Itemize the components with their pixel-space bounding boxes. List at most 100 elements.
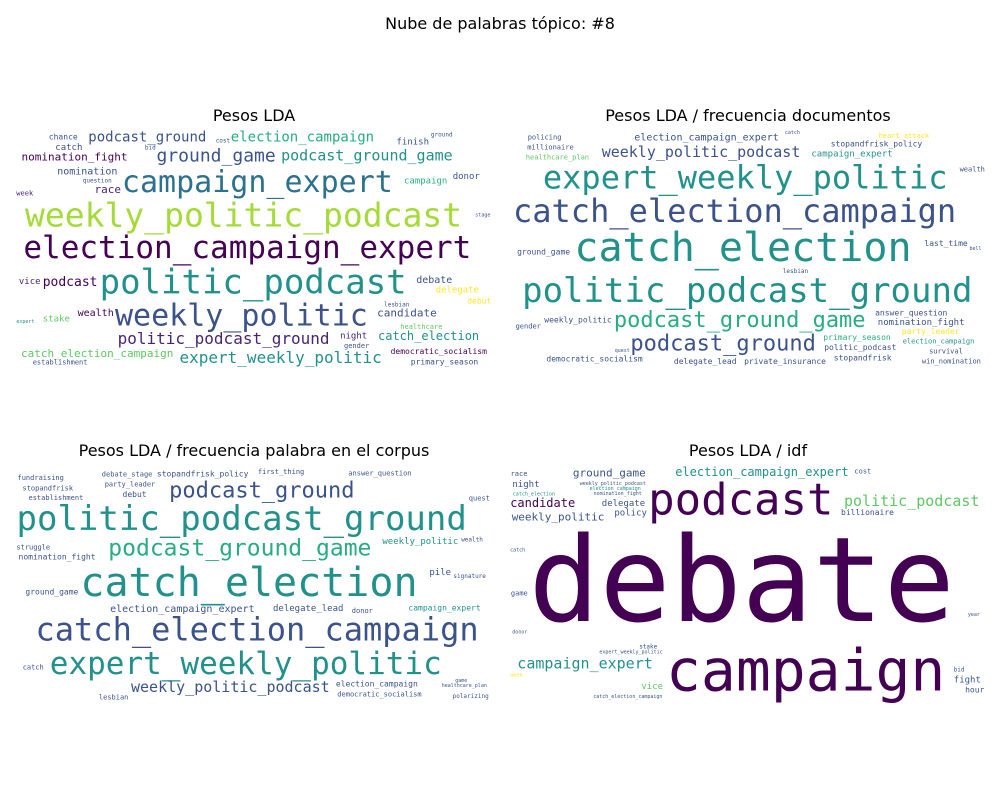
- cloud-word: first_thing: [258, 468, 304, 476]
- cloud-word: game: [511, 589, 528, 597]
- cloud-word: donor: [352, 607, 373, 615]
- cloud-word: ground_game: [573, 466, 646, 479]
- cloud-word: catch_election_campaign: [593, 694, 662, 700]
- cloud-word: vice: [19, 277, 41, 287]
- cloud-word: lesbian: [783, 268, 809, 275]
- cloud-word: debate: [416, 275, 452, 286]
- cloud-word: catch_election_campaign: [513, 192, 956, 230]
- cloud-word: democratic_socialism: [337, 691, 421, 699]
- cloud-word: weekly_politic: [544, 315, 612, 324]
- cloud-word: campaign_expert: [811, 149, 892, 159]
- cloud-word: nomination: [57, 167, 117, 178]
- cloud-word: hour: [965, 685, 984, 694]
- panel-title-4: Pesos LDA / idf: [688, 441, 808, 460]
- cloud-word: cost: [854, 467, 871, 475]
- cloud-word: healthcare: [400, 323, 442, 331]
- figure-suptitle: Nube de palabras tópico: #8: [385, 14, 615, 33]
- panel-title-2: Pesos LDA / frecuencia documentos: [605, 106, 891, 125]
- cloud-word: bid: [145, 144, 156, 151]
- cloud-word: win_nomination: [922, 358, 981, 366]
- cloud-word: catch: [23, 664, 44, 672]
- cloud-word: campaign: [666, 637, 945, 704]
- cloud-word: bell: [970, 246, 982, 252]
- cloud-word: donor: [512, 629, 527, 635]
- cloud-word: weekly_politic: [512, 510, 605, 523]
- cloud-word: politic_podcast: [844, 492, 979, 510]
- cloud-word: lesbian: [99, 693, 129, 701]
- cloud-word: week: [16, 190, 34, 198]
- word-cloud-3: catch_election politic_podcast_groundcatc…: [16, 468, 490, 701]
- cloud-word: answer_question: [348, 470, 411, 478]
- cloud-word: nomination_fight: [19, 552, 96, 561]
- cloud-word: catch_election_campaign: [36, 610, 479, 648]
- cloud-word: weekly_politic_podcast: [25, 195, 462, 235]
- cloud-word: catch_election: [378, 329, 479, 343]
- cloud-word: primary_season: [823, 333, 891, 342]
- word-cloud-panel-2: catch_election politic_podcast_ground catc…: [508, 128, 988, 368]
- cloud-word: party_leader: [902, 327, 960, 336]
- cloud-word: ground_game: [157, 145, 276, 166]
- cloud-word: politic_podcast_ground: [522, 271, 972, 311]
- word-cloud-panel-3: catch_election politic_podcast_ground catc…: [14, 463, 494, 703]
- cloud-word: bid: [954, 667, 965, 674]
- cloud-word: podcast_ground_game: [614, 308, 866, 333]
- word-cloud-panel-4: debate campaign podcast campaign_expert poli…: [508, 463, 988, 703]
- cloud-word: catch: [55, 143, 82, 153]
- cloud-word: podcast_ground_game: [281, 146, 453, 164]
- cloud-word: polarizing: [453, 693, 490, 700]
- cloud-word: debate: [529, 511, 955, 649]
- cloud-word: ground_game: [517, 248, 570, 257]
- cloud-word: vice: [641, 682, 663, 692]
- cloud-word: finish: [397, 137, 430, 147]
- cloud-word: wealth: [960, 165, 985, 173]
- cloud-word: wealth: [461, 536, 483, 543]
- cloud-word: week: [510, 672, 522, 678]
- cloud-word: catch_election_campaign: [21, 347, 173, 360]
- cloud-word: stopandfrisk_policy: [157, 470, 249, 479]
- cloud-word: podcast: [648, 475, 833, 526]
- cloud-word: election_campaign: [231, 130, 374, 146]
- cloud-word: ground_game: [25, 588, 78, 597]
- cloud-word: race: [511, 470, 528, 478]
- cloud-word: debate_stage: [102, 470, 153, 478]
- cloud-word: weekly_politic: [382, 537, 458, 547]
- cloud-word: night: [512, 480, 539, 490]
- cloud-word: weekly_politic_podcast: [580, 481, 646, 487]
- cloud-word: healthcare_plan: [442, 683, 487, 689]
- cloud-word: ground: [431, 132, 453, 139]
- cloud-word: politic_podcast_ground: [118, 329, 330, 348]
- cloud-word: expert_weekly_politic: [543, 159, 948, 197]
- cloud-word: debut: [123, 490, 147, 499]
- cloud-word: delegate_lead: [674, 357, 737, 366]
- cloud-word: democratic_socialism: [391, 347, 488, 356]
- cloud-word: debut: [467, 296, 491, 305]
- cloud-word: healthcare_plan: [526, 154, 589, 162]
- cloud-word: podcast: [43, 275, 98, 290]
- cloud-word: expert: [16, 319, 34, 325]
- cloud-word: stage: [475, 213, 490, 219]
- cloud-word: gender: [516, 323, 541, 331]
- cloud-word: candidate: [510, 496, 575, 510]
- cloud-word: race: [95, 183, 122, 196]
- cloud-word: quest: [615, 348, 630, 354]
- cloud-word: last_time: [924, 239, 968, 248]
- cloud-word: donor: [453, 172, 481, 182]
- cloud-word: private_insurance: [744, 357, 826, 366]
- cloud-word: politic_podcast_ground: [17, 499, 467, 539]
- cloud-word: campaign_expert: [517, 655, 652, 673]
- cloud-word: podcast_ground: [169, 478, 354, 503]
- cloud-word: answer_question: [875, 309, 947, 318]
- cloud-word: survival: [929, 347, 963, 355]
- cloud-word: election_campaign: [590, 486, 641, 492]
- cloud-word: delegate_lead: [273, 604, 343, 614]
- cloud-word: nomination_fight: [878, 318, 965, 328]
- cloud-word: stopandfrisk: [23, 484, 74, 492]
- cloud-word: expert_weekly_politic: [180, 348, 382, 367]
- cloud-word: heart_attack: [879, 132, 930, 140]
- cloud-word: pile: [429, 568, 451, 578]
- cloud-word: millionaire: [527, 144, 573, 152]
- cloud-word: election_campaign: [903, 337, 975, 345]
- cloud-word: chance: [49, 132, 78, 141]
- cloud-word: stake: [639, 643, 657, 650]
